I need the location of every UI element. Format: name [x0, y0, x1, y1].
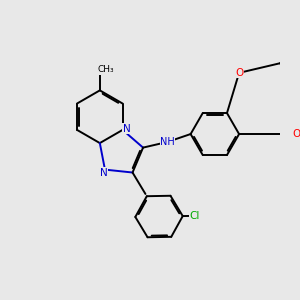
Text: NH: NH: [160, 137, 175, 147]
Text: O: O: [235, 68, 243, 78]
Text: N: N: [100, 168, 107, 178]
Text: N: N: [123, 124, 131, 134]
Text: CH₃: CH₃: [98, 65, 114, 74]
Text: Cl: Cl: [190, 211, 200, 221]
Text: O: O: [292, 129, 300, 139]
